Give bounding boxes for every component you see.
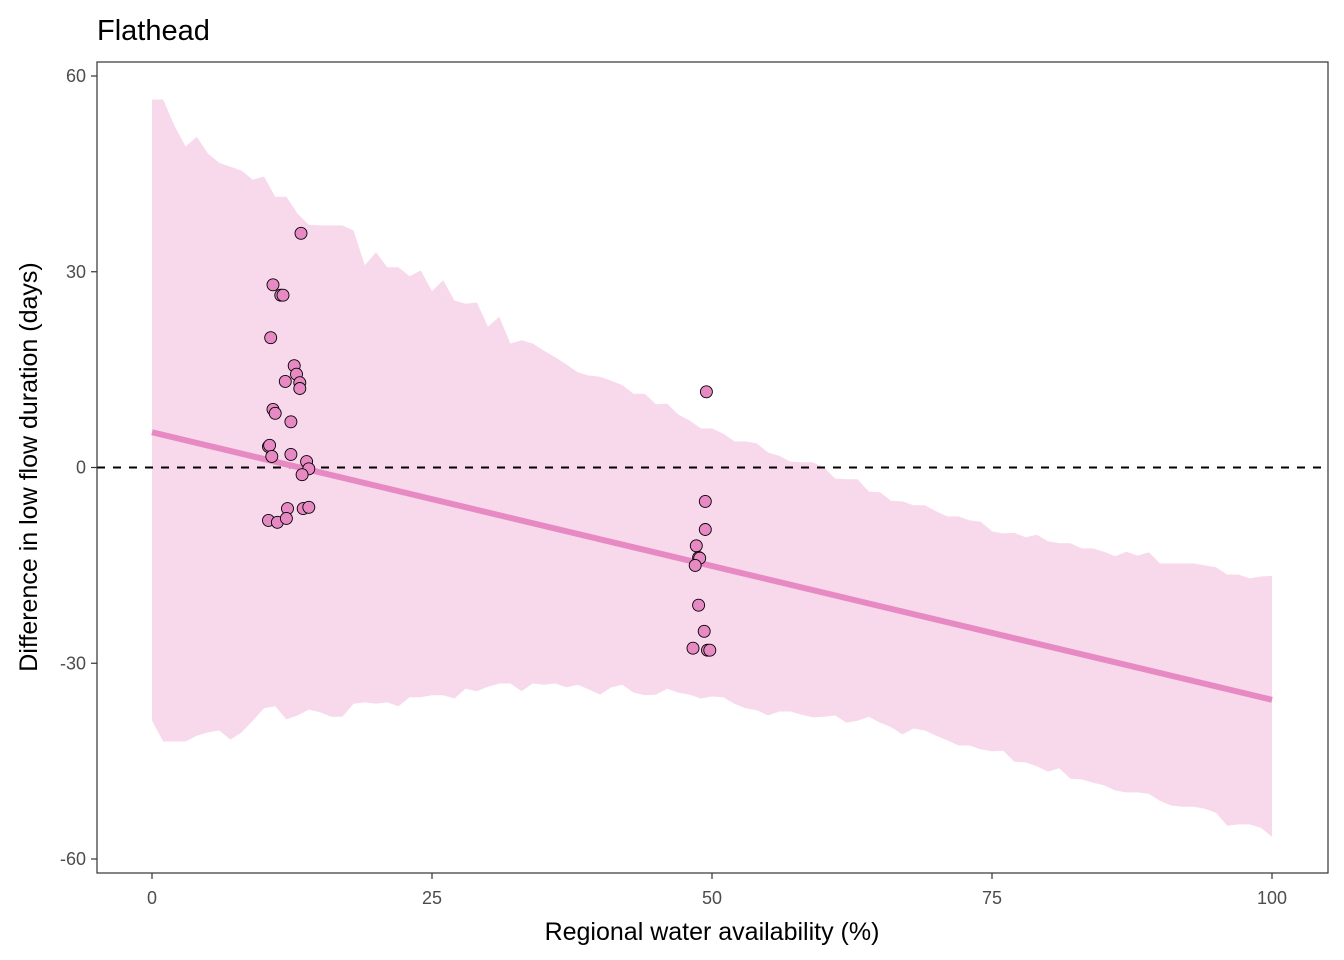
x-tick-label: 75 — [982, 888, 1002, 908]
data-point — [688, 558, 702, 572]
y-tick-label: 30 — [66, 262, 86, 282]
data-point — [689, 539, 703, 553]
x-tick-label: 50 — [702, 888, 722, 908]
y-tick-label: 60 — [66, 66, 86, 86]
data-point — [264, 331, 278, 345]
data-point — [698, 494, 712, 508]
regression-line — [151, 429, 1273, 703]
data-point — [268, 406, 282, 420]
data-point — [263, 438, 277, 452]
x-axis-title: Regional water availability (%) — [545, 918, 880, 946]
chart-title: Flathead — [97, 15, 210, 47]
data-point — [294, 226, 308, 240]
data-point — [295, 468, 309, 482]
points-layer — [262, 226, 717, 657]
y-axis-title: Difference in low flow duration (days) — [15, 262, 43, 671]
x-tick-label: 25 — [422, 888, 442, 908]
data-point — [266, 278, 280, 292]
x-tick-label: 100 — [1257, 888, 1287, 908]
data-point — [284, 447, 298, 461]
data-point — [276, 288, 290, 302]
y-tick-label: -30 — [60, 653, 86, 673]
data-point — [692, 598, 706, 612]
data-point — [284, 415, 298, 429]
data-point — [699, 385, 713, 399]
data-point — [279, 511, 293, 525]
data-point — [278, 374, 292, 388]
data-point — [697, 624, 711, 638]
data-point — [686, 641, 700, 655]
y-tick-label: 0 — [76, 458, 86, 478]
data-point — [302, 500, 316, 514]
plot-area — [97, 99, 1328, 837]
data-point — [293, 382, 307, 395]
x-axis: 0 25 50 75 100 — [147, 873, 1287, 908]
y-axis: -60 -30 0 30 60 — [60, 66, 97, 869]
data-point — [265, 449, 279, 463]
x-tick-label: 0 — [147, 888, 157, 908]
data-point — [703, 643, 717, 657]
data-point — [698, 523, 712, 536]
y-tick-label: -60 — [60, 849, 86, 869]
